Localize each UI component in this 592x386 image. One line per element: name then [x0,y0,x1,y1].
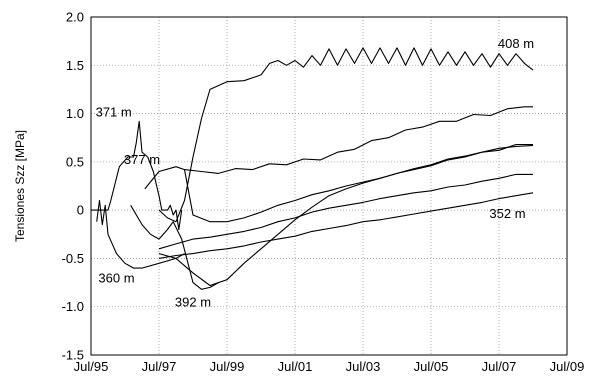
series-label: 371 m [96,104,132,119]
y-tick-label: -0.5 [62,251,84,266]
series-labels: 408 m 377 m 352 m 371 m 360 m 392 m [96,36,534,310]
y-axis-label: Tensiones Szz [MPa] [13,130,27,242]
series-line [96,199,185,269]
series-line [158,173,533,250]
x-tick-label: Jul/99 [210,359,245,374]
y-tick-label: 2.0 [66,10,84,25]
y-tick-label: 1.5 [66,58,84,73]
series-line [130,205,219,290]
y-tick-label: 0 [77,203,84,218]
x-tick-label: Jul/03 [346,359,381,374]
x-tick-label: Jul/01 [278,359,313,374]
series-label: 377 m [124,152,160,167]
series-line [158,47,534,223]
y-tick-label: -1.0 [62,299,84,314]
series-line [144,143,533,223]
series-line [91,120,183,231]
series-label: 352 m [489,206,525,221]
series-line [158,192,534,259]
series-line [184,106,533,174]
series-line [158,144,534,287]
series-label: 360 m [98,271,134,286]
y-tick-label: 0.5 [66,154,84,169]
x-tick-label: Jul/95 [74,359,109,374]
plot-frame [90,16,568,356]
series-label: 392 m [175,295,211,310]
x-tick-label: Jul/07 [482,359,517,374]
tick-labels: Jul/95 Jul/97 Jul/99 Jul/01 Jul/03 Jul/05 Jul/… [62,10,585,375]
x-tick-label: Jul/97 [142,359,177,374]
x-tick-label: Jul/09 [550,359,585,374]
series-lines [91,47,534,290]
y-tick-label: 1.0 [66,106,84,121]
x-tick-label: Jul/05 [414,359,449,374]
grid [91,17,567,355]
y-tick-label: -1.5 [62,348,84,363]
series-label: 408 m [498,36,534,51]
